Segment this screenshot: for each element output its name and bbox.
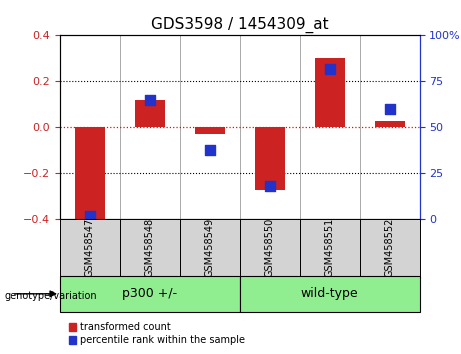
Text: GSM458549: GSM458549 (205, 218, 215, 278)
Bar (240, 219, 300, 276)
Bar (314, 58, 344, 127)
Bar (300, 219, 360, 276)
Bar (360, 219, 420, 276)
Bar (180, 219, 240, 276)
Text: GSM458550: GSM458550 (265, 218, 275, 278)
Text: GSM458552: GSM458552 (384, 218, 395, 278)
Text: GSM458547: GSM458547 (85, 218, 95, 278)
Point (146, 97, 154, 103)
Bar (120, 219, 180, 276)
Bar (240, 276, 420, 312)
Point (386, 106, 393, 112)
Text: GSM458548: GSM458548 (145, 218, 155, 278)
Bar (135, 100, 165, 127)
Bar (254, 127, 284, 190)
Title: GDS3598 / 1454309_at: GDS3598 / 1454309_at (151, 16, 329, 33)
Bar (374, 120, 404, 127)
Text: p300 +/-: p300 +/- (122, 287, 177, 300)
Bar (60, 219, 120, 276)
Text: genotype/variation: genotype/variation (5, 291, 97, 301)
Point (86, 213, 94, 219)
Text: GSM458551: GSM458551 (325, 218, 335, 278)
Point (206, 147, 213, 152)
Point (266, 183, 273, 189)
Bar (60, 276, 240, 312)
Point (326, 66, 333, 72)
Bar (75, 127, 105, 222)
Legend: transformed count, percentile rank within the sample: transformed count, percentile rank withi… (65, 319, 249, 349)
Bar (195, 127, 225, 134)
Text: wild-type: wild-type (301, 287, 358, 300)
